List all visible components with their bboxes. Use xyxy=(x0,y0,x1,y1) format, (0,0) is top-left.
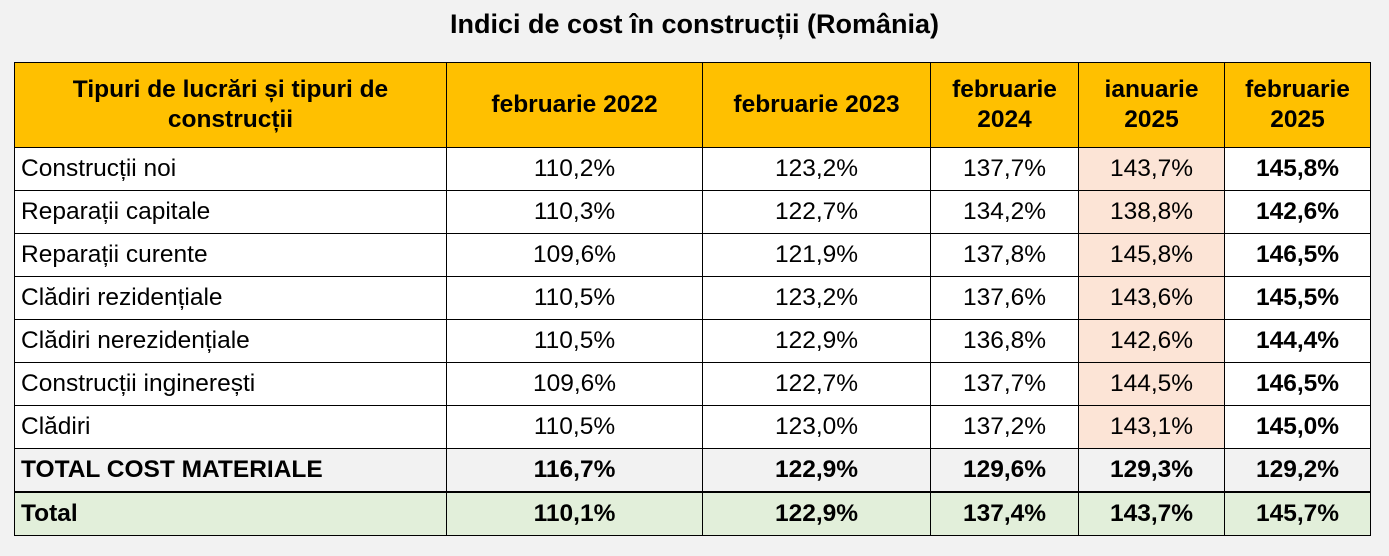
table-row: Clădiri nerezidențiale 110,5% 122,9% 136… xyxy=(14,319,1371,363)
cell-value: 110,2% xyxy=(446,147,703,191)
row-label: TOTAL COST MATERIALE xyxy=(14,448,447,493)
cell-value: 129,2% xyxy=(1224,448,1371,493)
table-row: Construcții inginerești 109,6% 122,7% 13… xyxy=(14,362,1371,406)
cell-value: 123,2% xyxy=(702,147,931,191)
cell-value: 143,7% xyxy=(1078,147,1225,191)
table-header-row: Tipuri de lucrări și tipuri de construcț… xyxy=(14,62,1371,148)
cell-value: 145,8% xyxy=(1224,147,1371,191)
cell-value: 137,4% xyxy=(930,491,1079,536)
header-work-type: Tipuri de lucrări și tipuri de construcț… xyxy=(14,62,447,148)
table-row-total: Total 110,1% 122,9% 137,4% 143,7% 145,7% xyxy=(14,491,1371,536)
row-label: Clădiri nerezidențiale xyxy=(14,319,447,363)
cell-value: 137,6% xyxy=(930,276,1079,320)
cell-value: 145,0% xyxy=(1224,405,1371,449)
row-label: Clădiri rezidențiale xyxy=(14,276,447,320)
header-jan-2025: ianuarie 2025 xyxy=(1078,62,1225,148)
cell-value: 137,2% xyxy=(930,405,1079,449)
cell-value: 143,1% xyxy=(1078,405,1225,449)
table-row: Construcții noi 110,2% 123,2% 137,7% 143… xyxy=(14,147,1371,191)
header-feb-2024: februarie 2024 xyxy=(930,62,1079,148)
table-row: Reparații capitale 110,3% 122,7% 134,2% … xyxy=(14,190,1371,234)
row-label: Clădiri xyxy=(14,405,447,449)
cell-value: 129,6% xyxy=(930,448,1079,493)
cell-value: 121,9% xyxy=(702,233,931,277)
cell-value: 142,6% xyxy=(1224,190,1371,234)
row-label: Total xyxy=(14,491,447,536)
cell-value: 109,6% xyxy=(446,362,703,406)
row-label: Construcții noi xyxy=(14,147,447,191)
cell-value: 143,7% xyxy=(1078,491,1225,536)
cell-value: 123,0% xyxy=(702,405,931,449)
cell-value: 142,6% xyxy=(1078,319,1225,363)
cell-value: 129,3% xyxy=(1078,448,1225,493)
cell-value: 122,7% xyxy=(702,190,931,234)
header-feb-2025: februarie 2025 xyxy=(1224,62,1371,148)
header-feb-2023: februarie 2023 xyxy=(702,62,931,148)
cell-value: 143,6% xyxy=(1078,276,1225,320)
cell-value: 109,6% xyxy=(446,233,703,277)
cell-value: 122,9% xyxy=(702,319,931,363)
cell-value: 145,7% xyxy=(1224,491,1371,536)
cell-value: 122,9% xyxy=(702,448,931,493)
cell-value: 134,2% xyxy=(930,190,1079,234)
cell-value: 110,1% xyxy=(446,491,703,536)
cell-value: 116,7% xyxy=(446,448,703,493)
table-row-total-materials: TOTAL COST MATERIALE 116,7% 122,9% 129,6… xyxy=(14,448,1371,493)
cell-value: 145,8% xyxy=(1078,233,1225,277)
cell-value: 137,7% xyxy=(930,147,1079,191)
cell-value: 110,5% xyxy=(446,319,703,363)
cell-value: 145,5% xyxy=(1224,276,1371,320)
table-row: Reparații curente 109,6% 121,9% 137,8% 1… xyxy=(14,233,1371,277)
cell-value: 137,8% xyxy=(930,233,1079,277)
table-row: Clădiri 110,5% 123,0% 137,2% 143,1% 145,… xyxy=(14,405,1371,449)
row-label: Construcții inginerești xyxy=(14,362,447,406)
cell-value: 138,8% xyxy=(1078,190,1225,234)
row-label: Reparații capitale xyxy=(14,190,447,234)
header-feb-2022: februarie 2022 xyxy=(446,62,703,148)
cell-value: 146,5% xyxy=(1224,233,1371,277)
cell-value: 144,4% xyxy=(1224,319,1371,363)
cell-value: 136,8% xyxy=(930,319,1079,363)
cell-value: 110,5% xyxy=(446,276,703,320)
cell-value: 122,7% xyxy=(702,362,931,406)
cell-value: 110,5% xyxy=(446,405,703,449)
cell-value: 122,9% xyxy=(702,491,931,536)
cell-value: 123,2% xyxy=(702,276,931,320)
cell-value: 144,5% xyxy=(1078,362,1225,406)
cost-index-table: Tipuri de lucrări și tipuri de construcț… xyxy=(14,62,1371,536)
table-row: Clădiri rezidențiale 110,5% 123,2% 137,6… xyxy=(14,276,1371,320)
cell-value: 110,3% xyxy=(446,190,703,234)
row-label: Reparații curente xyxy=(14,233,447,277)
cell-value: 137,7% xyxy=(930,362,1079,406)
cell-value: 146,5% xyxy=(1224,362,1371,406)
page-title: Indici de cost în construcții (România) xyxy=(449,9,940,39)
